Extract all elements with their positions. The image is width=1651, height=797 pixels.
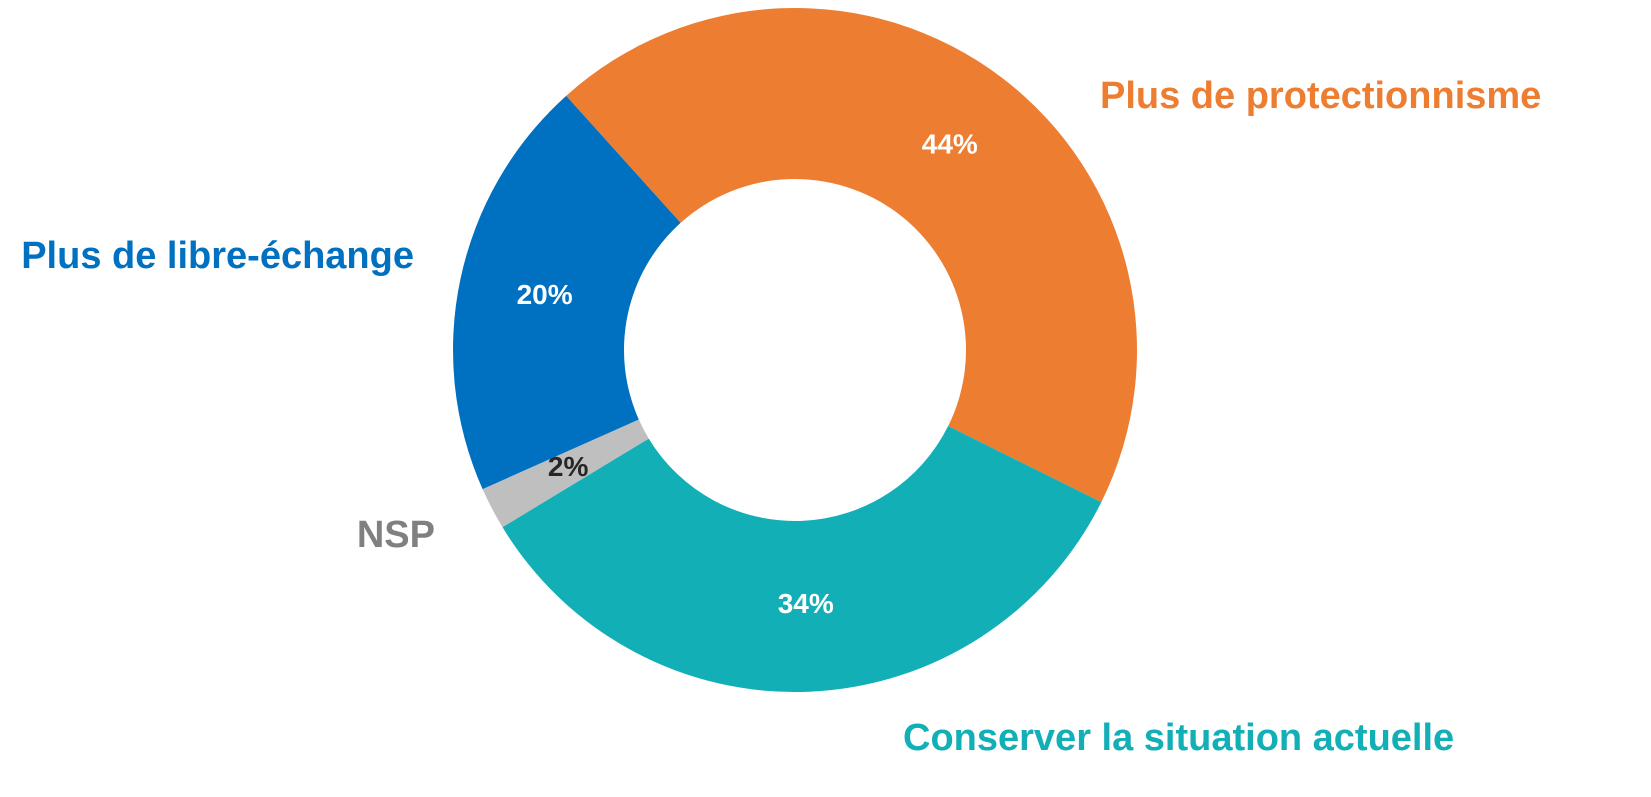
donut-slice [502, 426, 1102, 692]
donut-slice [482, 419, 649, 528]
category-label: Conserver la situation actuelle [903, 717, 1454, 759]
donut-slice [452, 95, 681, 490]
category-label: Plus de libre-échange [21, 235, 414, 277]
category-label: NSP [357, 514, 435, 556]
category-label: Plus de protectionnisme [1100, 75, 1541, 117]
donut-slice [566, 8, 1137, 503]
value-label: 20% [517, 279, 573, 310]
value-label: 34% [778, 588, 834, 619]
value-label: 44% [922, 128, 978, 159]
